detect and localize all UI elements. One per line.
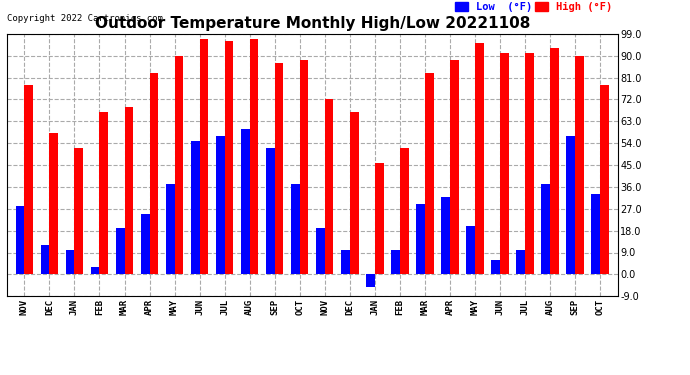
- Bar: [600, 85, 609, 274]
- Bar: [241, 129, 250, 274]
- Bar: [99, 111, 108, 274]
- Bar: [266, 148, 275, 274]
- Bar: [591, 194, 600, 274]
- Bar: [250, 39, 259, 274]
- Bar: [441, 196, 450, 274]
- Bar: [50, 134, 58, 274]
- Bar: [150, 73, 158, 274]
- Bar: [475, 44, 484, 274]
- Bar: [225, 41, 233, 274]
- Bar: [375, 163, 384, 274]
- Bar: [550, 48, 559, 274]
- Bar: [400, 148, 408, 274]
- Bar: [541, 184, 550, 274]
- Bar: [41, 245, 50, 274]
- Bar: [466, 226, 475, 274]
- Bar: [116, 228, 124, 274]
- Legend: Low  (°F), High (°F): Low (°F), High (°F): [455, 2, 612, 12]
- Title: Outdoor Temperature Monthly High/Low 20221108: Outdoor Temperature Monthly High/Low 202…: [95, 16, 530, 31]
- Bar: [350, 111, 359, 274]
- Bar: [141, 214, 150, 274]
- Bar: [391, 250, 400, 274]
- Bar: [199, 39, 208, 274]
- Bar: [24, 85, 33, 274]
- Bar: [491, 260, 500, 274]
- Bar: [341, 250, 350, 274]
- Bar: [566, 136, 575, 274]
- Bar: [316, 228, 325, 274]
- Bar: [124, 106, 133, 274]
- Bar: [416, 204, 425, 274]
- Bar: [450, 60, 459, 274]
- Bar: [275, 63, 284, 274]
- Bar: [366, 274, 375, 286]
- Bar: [500, 53, 509, 274]
- Bar: [216, 136, 225, 274]
- Bar: [16, 206, 24, 274]
- Bar: [575, 56, 584, 274]
- Bar: [525, 53, 533, 274]
- Bar: [425, 73, 433, 274]
- Bar: [299, 60, 308, 274]
- Bar: [66, 250, 75, 274]
- Bar: [91, 267, 99, 274]
- Bar: [516, 250, 525, 274]
- Bar: [191, 141, 199, 274]
- Bar: [291, 184, 299, 274]
- Bar: [75, 148, 83, 274]
- Bar: [166, 184, 175, 274]
- Bar: [175, 56, 184, 274]
- Text: Copyright 2022 Cartronics.com: Copyright 2022 Cartronics.com: [7, 14, 163, 23]
- Bar: [325, 99, 333, 274]
